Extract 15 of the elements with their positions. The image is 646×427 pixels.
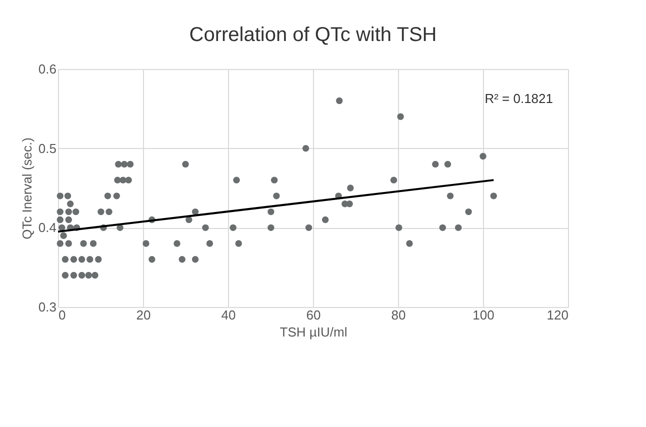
x-tick-label: 80 (391, 308, 406, 322)
y-tick-label: 0.5 (38, 140, 56, 156)
x-tick-label: 40 (221, 308, 236, 322)
y-tick-label: 0.6 (38, 62, 56, 76)
x-tick-label: 60 (306, 308, 321, 322)
x-axis-title: TSH µIU/ml (280, 324, 348, 340)
x-tick-label: 120 (546, 308, 568, 322)
y-axis-title: QTc Inerval (sec.) (19, 138, 34, 240)
x-tick-label: 0 (58, 308, 66, 322)
x-tick-label: 20 (136, 308, 151, 322)
chart-title: Correlation of QTc with TSH (189, 24, 437, 46)
x-tick-label: 100 (472, 308, 494, 322)
y-tick-label: 0.3 (38, 300, 56, 314)
y-tick-label: 0.4 (38, 220, 56, 236)
annotation: R² = 0.1821 (484, 91, 553, 106)
